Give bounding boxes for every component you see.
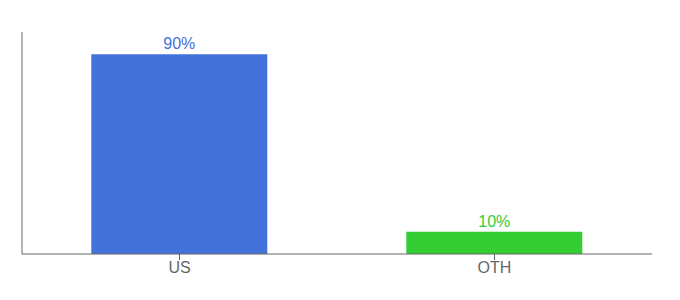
svg-text:US: US	[168, 259, 190, 276]
svg-text:90%: 90%	[163, 35, 195, 52]
svg-text:10%: 10%	[478, 213, 510, 230]
svg-text:OTH: OTH	[478, 259, 512, 276]
